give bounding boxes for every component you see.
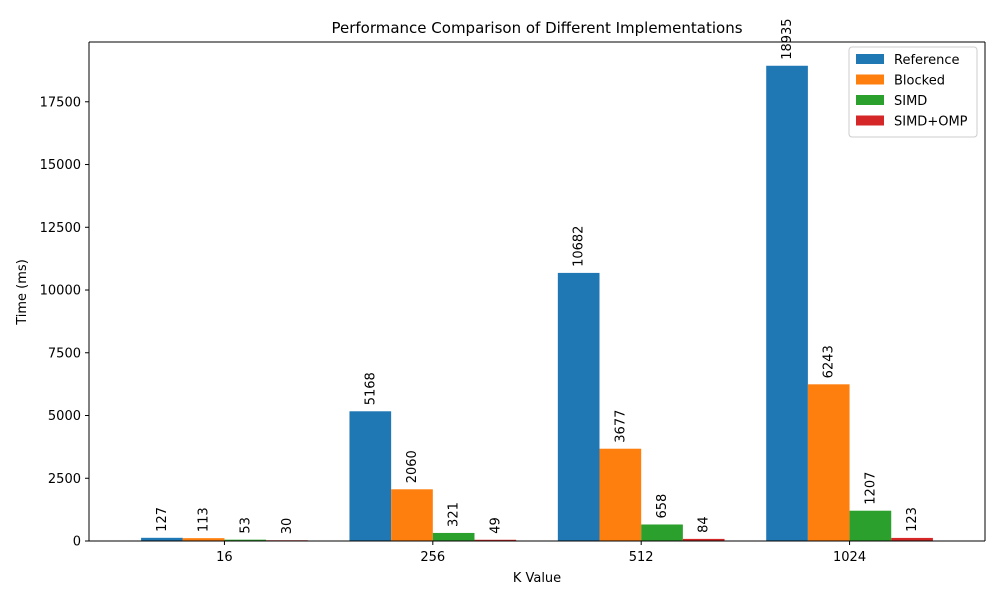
legend-swatch xyxy=(856,54,884,64)
data-label: 53 xyxy=(238,517,253,534)
chart-title: Performance Comparison of Different Impl… xyxy=(331,19,742,37)
bar-simd-1024 xyxy=(849,510,892,541)
y-tick-label: 2500 xyxy=(48,472,81,487)
data-label: 321 xyxy=(447,502,462,527)
bar-blocked-1024 xyxy=(807,384,850,541)
x-tick-label: 256 xyxy=(420,550,445,565)
data-label: 2060 xyxy=(405,450,420,483)
y-axis-label: Time (ms) xyxy=(15,259,30,326)
y-tick-label: 10000 xyxy=(40,284,81,299)
legend-swatch xyxy=(856,115,884,126)
y-tick-label: 7500 xyxy=(48,346,81,361)
data-label: 123 xyxy=(905,507,920,532)
bar-blocked-512 xyxy=(599,448,642,541)
legend-label: SIMD+OMP xyxy=(894,115,968,130)
bar-reference-16 xyxy=(141,537,183,541)
data-label: 49 xyxy=(488,517,503,534)
data-label: 5168 xyxy=(363,372,378,405)
data-label: 3677 xyxy=(613,410,628,443)
bar-simd-512 xyxy=(641,524,683,541)
data-label: 30 xyxy=(280,518,295,535)
y-tick-label: 15000 xyxy=(40,158,81,173)
data-label: 84 xyxy=(697,516,712,533)
legend-swatch xyxy=(856,95,884,105)
y-tick-label: 12500 xyxy=(40,221,81,236)
bar-simd-16 xyxy=(224,539,267,541)
data-label: 6243 xyxy=(822,345,837,378)
x-tick-label: 1024 xyxy=(833,550,866,565)
bar-simd-256 xyxy=(432,532,475,541)
data-label: 127 xyxy=(155,507,170,532)
x-axis-label: K Value xyxy=(513,571,561,586)
x-tick-label: 512 xyxy=(629,550,654,565)
bar-simd-omp-512 xyxy=(682,538,725,541)
legend-box xyxy=(848,46,978,138)
y-tick-label: 0 xyxy=(73,535,81,550)
y-tick-label: 5000 xyxy=(48,409,81,424)
bar-reference-1024 xyxy=(766,65,808,541)
legend-label: Reference xyxy=(894,53,959,68)
data-label: 113 xyxy=(197,507,212,532)
x-tick-label: 16 xyxy=(216,550,233,565)
plot-area: 127 5168 10682 18935 113 2060 3677 6243 53 321 658… xyxy=(40,18,986,565)
bar-reference-256 xyxy=(349,411,392,541)
y-tick-label: 17500 xyxy=(40,95,81,110)
data-label: 1207 xyxy=(863,472,878,505)
bar-simd-omp-1024 xyxy=(891,537,933,541)
bar-simd-omp-256 xyxy=(474,539,517,541)
data-label: 10682 xyxy=(572,226,587,267)
bar-blocked-256 xyxy=(391,489,433,541)
legend-label: Blocked xyxy=(894,74,945,89)
data-label: 18935 xyxy=(780,18,795,59)
legend-swatch xyxy=(856,74,884,85)
bar-reference-512 xyxy=(557,272,600,541)
legend-label: SIMD xyxy=(894,94,927,109)
bar-blocked-16 xyxy=(182,538,225,541)
data-label: 658 xyxy=(655,494,670,519)
legend: Reference Blocked SIMD SIMD+OMP xyxy=(848,46,978,138)
